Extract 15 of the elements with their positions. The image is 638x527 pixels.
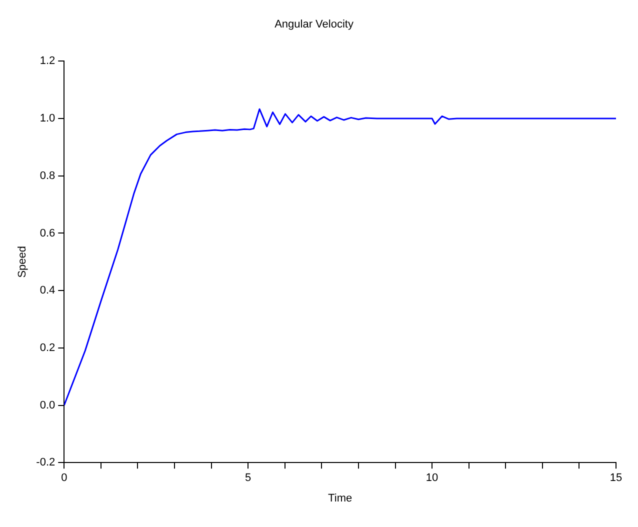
x-tick-label: 0	[61, 472, 68, 484]
y-tick-label: 0.4	[40, 284, 56, 297]
y-tick-label: 0.2	[40, 342, 56, 354]
x-tick-label: 10	[426, 472, 438, 484]
y-tick-label: 1.0	[40, 112, 56, 125]
y-tick-label: -0.2	[36, 456, 56, 469]
y-tick-label: 1.2	[40, 55, 56, 68]
y-tick-label: 0.6	[40, 227, 56, 240]
x-tick-label: 15	[610, 472, 622, 484]
y-tick-label: 0.8	[40, 170, 56, 182]
y-tick-label: 0.0	[40, 399, 56, 412]
x-tick-label: 5	[245, 472, 252, 484]
x-axis-title: Time	[328, 492, 352, 504]
chart-title: Angular Velocity	[274, 18, 354, 31]
y-axis-title: Speed	[16, 246, 29, 278]
